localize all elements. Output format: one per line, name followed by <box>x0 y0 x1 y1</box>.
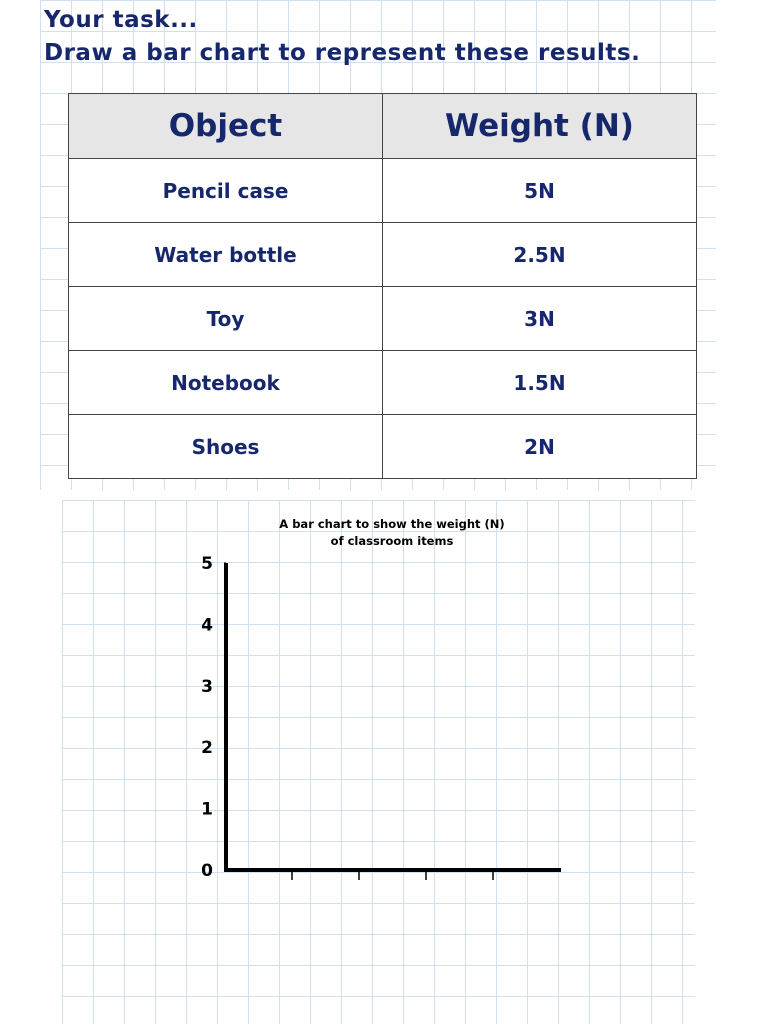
y-tick-label: 2 <box>201 738 213 758</box>
table-row: Notebook 1.5N <box>68 350 697 415</box>
table-cell: Notebook <box>68 350 383 415</box>
table-row: Shoes 2N <box>68 414 697 479</box>
table-cell: 2N <box>382 414 697 479</box>
header-line: Draw a bar chart to represent these resu… <box>44 40 641 66</box>
column-header: Weight (N) <box>382 93 697 159</box>
table-row: Toy 3N <box>68 286 697 351</box>
grid-paper <box>62 500 695 1024</box>
table-cell: 2.5N <box>382 222 697 287</box>
chart-title: A bar chart to show the weight (N) <box>279 517 504 531</box>
y-tick-label: 0 <box>201 861 213 881</box>
table-cell: 1.5N <box>382 350 697 415</box>
results-table: Object Weight (N) Pencil case 5N Water bottl… <box>68 93 697 479</box>
y-tick-label: 4 <box>201 615 213 635</box>
column-header: Object <box>68 93 383 159</box>
table-cell: Water bottle <box>68 222 383 287</box>
table-row: Water bottle 2.5N <box>68 222 697 287</box>
chart-title: of classroom items <box>331 534 454 548</box>
table-cell: 3N <box>382 286 697 351</box>
y-tick-label: 1 <box>201 800 213 820</box>
header-row: Object Weight (N) <box>68 93 697 159</box>
table-cell: Pencil case <box>68 158 383 223</box>
y-tick-label: 3 <box>201 677 213 697</box>
header: Your task... Draw a bar chart to represe… <box>44 4 640 70</box>
header-line: Your task... <box>44 7 198 33</box>
y-tick-label: 5 <box>201 554 213 574</box>
table-cell: 5N <box>382 158 697 223</box>
table-row: Pencil case 5N <box>68 158 697 223</box>
table-cell: Toy <box>68 286 383 351</box>
